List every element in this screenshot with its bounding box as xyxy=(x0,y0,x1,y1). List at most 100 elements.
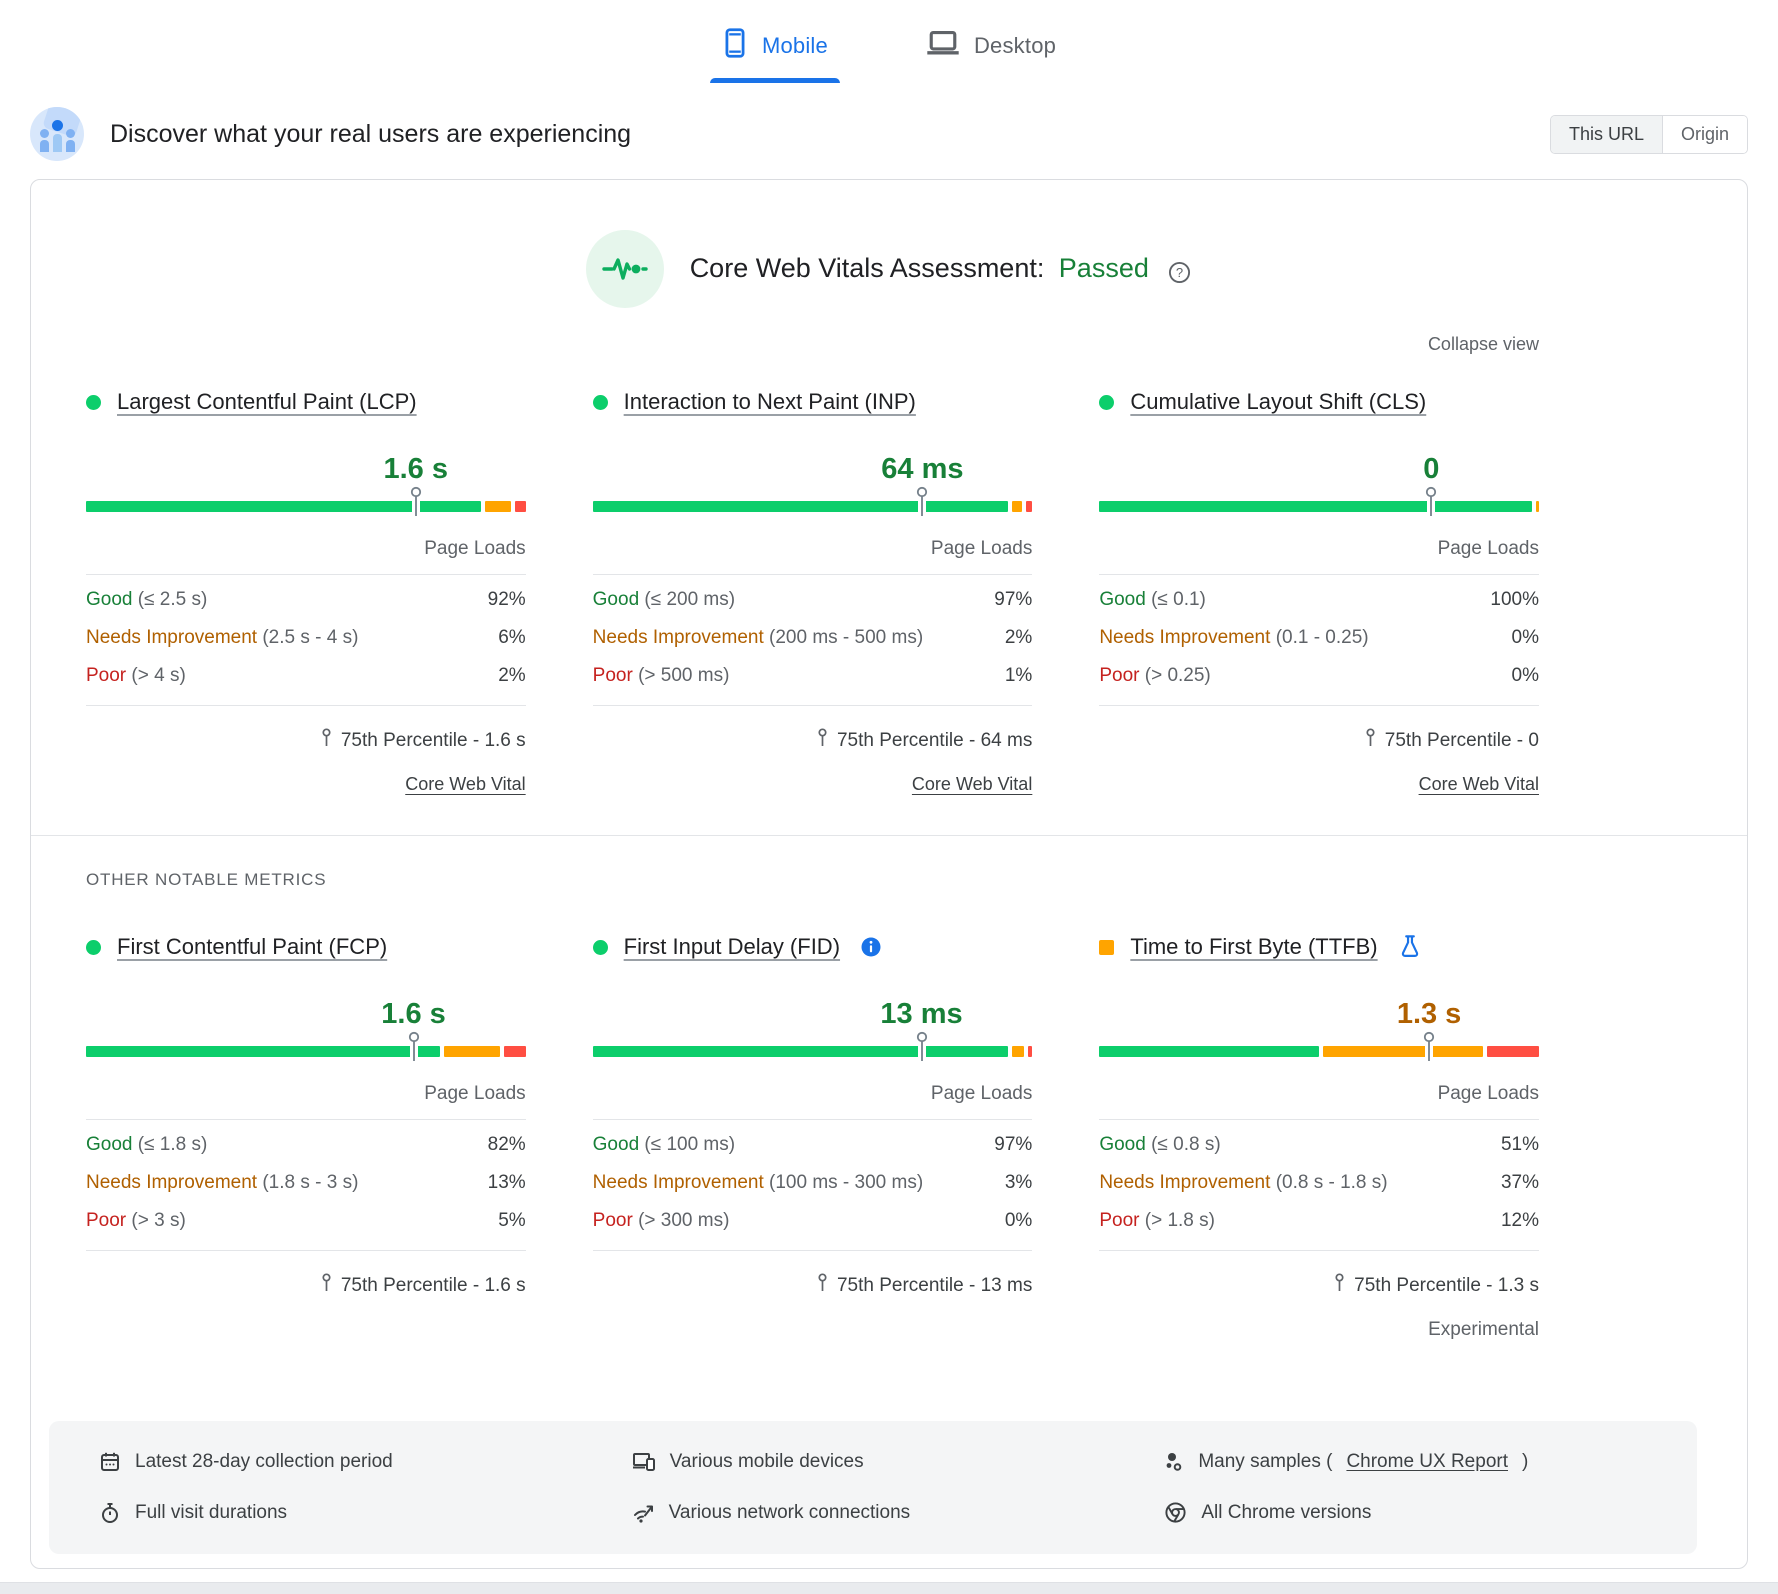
metric-inp-title-link[interactable]: Interaction to Next Paint (INP) xyxy=(623,389,916,414)
metric-ttfb-table: Good (≤ 0.8 s) 51% Needs Improvement (0.8 … xyxy=(1099,1120,1539,1251)
table-row: Poor (> 1.8 s) 12% xyxy=(1099,1202,1539,1240)
row-category-name: Good xyxy=(1099,589,1146,610)
metric-cls-title-link[interactable]: Cumulative Layout Shift (CLS) xyxy=(1130,389,1427,414)
row-category-name: Poor xyxy=(1099,665,1140,686)
row-category-name: Needs Improvement xyxy=(1099,627,1271,648)
real-users-icon xyxy=(30,107,84,161)
pin-icon xyxy=(816,728,829,754)
row-threshold: (200 ms - 500 ms) xyxy=(769,627,924,648)
chrome-ux-report-link[interactable]: Chrome UX Report xyxy=(1346,1451,1508,1472)
core-web-vital-link[interactable]: Core Web Vital xyxy=(405,774,526,794)
info-icon[interactable] xyxy=(860,936,882,958)
core-web-vital-link[interactable]: Core Web Vital xyxy=(1418,774,1539,794)
row-label: Poor (> 0.25) xyxy=(1099,665,1210,687)
table-row: Good (≤ 200 ms) 97% xyxy=(593,581,1033,619)
row-category-name: Good xyxy=(592,1134,640,1155)
pin-icon xyxy=(1333,1273,1346,1299)
row-percentage: 3% xyxy=(1004,1172,1033,1193)
metric-fid-title-link[interactable]: First Input Delay (FID) xyxy=(623,934,841,959)
bar-segment-good xyxy=(1099,501,1533,512)
core-web-vitals-card: Core Web Vitals Assessment: Passed ? Col… xyxy=(30,179,1748,1569)
percentile-text: 75th Percentile - 1.3 s xyxy=(1354,1275,1539,1296)
collection-info-band: Latest 28-day collection period Full visi… xyxy=(49,1421,1697,1554)
row-threshold: (> 3 s) xyxy=(131,1210,186,1231)
metric-fid: First Input Delay (FID) 13 ms Page Loads Go… xyxy=(592,934,1033,1341)
percentile-text: 75th Percentile - 64 ms xyxy=(836,730,1033,751)
row-percentage: 2% xyxy=(1004,627,1033,648)
table-row: Needs Improvement (0.8 s - 1.8 s) 37% xyxy=(1099,1164,1539,1202)
row-category-name: Good xyxy=(1099,1134,1146,1155)
page-loads-label: Page Loads xyxy=(592,1083,1033,1120)
pin-icon xyxy=(816,1273,829,1299)
device-tabs: Mobile Desktop xyxy=(0,0,1778,83)
metric-ttfb-value: 1.3 s xyxy=(1396,998,1462,1030)
experimental-flask-icon[interactable] xyxy=(1398,934,1422,960)
percentile-text: 75th Percentile - 13 ms xyxy=(836,1275,1033,1296)
row-threshold: (0.1 - 0.25) xyxy=(1275,627,1369,648)
row-percentage: 82% xyxy=(487,1134,526,1155)
page-loads-label: Page Loads xyxy=(86,538,526,575)
bar-segment-good xyxy=(592,501,1009,512)
pulse-icon xyxy=(585,230,664,308)
distribution-bar-segments xyxy=(592,1046,1033,1057)
metric-lcp-title-link[interactable]: Largest Contentful Paint (LCP) xyxy=(117,389,417,414)
assessment-title: Core Web Vitals Assessment: xyxy=(689,252,1045,283)
row-category-name: Good xyxy=(86,589,133,610)
page-loads-label: Page Loads xyxy=(86,1083,526,1120)
origin-button[interactable]: Origin xyxy=(1662,115,1747,153)
metric-inp: Interaction to Next Paint (INP) 64 ms Page… xyxy=(592,389,1033,795)
row-label: Needs Improvement (0.1 - 0.25) xyxy=(1099,627,1368,649)
tab-mobile[interactable]: Mobile xyxy=(708,18,842,83)
row-threshold: (2.5 s - 4 s) xyxy=(262,627,359,648)
metric-lcp-header: Largest Contentful Paint (LCP) xyxy=(86,389,526,415)
core-web-vital-link[interactable]: Core Web Vital xyxy=(911,774,1033,794)
metric-fcp-header: First Contentful Paint (FCP) xyxy=(86,934,526,960)
row-category-name: Needs Improvement xyxy=(592,627,764,648)
metric-ttfb-header: Time to First Byte (TTFB) xyxy=(1099,934,1539,960)
row-threshold: (1.8 s - 3 s) xyxy=(262,1172,359,1193)
row-label: Good (≤ 0.1) xyxy=(1099,589,1206,611)
metric-inp-footer: Core Web Vital xyxy=(593,774,1033,795)
metric-inp-percentile: 75th Percentile - 64 ms xyxy=(593,728,1033,754)
row-percentage: 51% xyxy=(1500,1134,1539,1155)
metric-fcp-title-link[interactable]: First Contentful Paint (FCP) xyxy=(117,934,388,959)
metric-inp-header: Interaction to Next Paint (INP) xyxy=(592,389,1033,415)
metric-lcp-value: 1.6 s xyxy=(383,453,448,485)
metric-ttfb: Time to First Byte (TTFB) 1.3 s Page Loads… xyxy=(1099,934,1539,1341)
row-threshold: (> 500 ms) xyxy=(638,665,730,686)
page-loads-label: Page Loads xyxy=(592,538,1033,575)
collapse-view-link[interactable]: Collapse view xyxy=(1427,334,1539,354)
metric-fcp-distribution-bar: 1.6 s xyxy=(86,998,526,1062)
row-threshold: (≤ 0.1) xyxy=(1151,589,1206,610)
tab-mobile-label: Mobile xyxy=(761,32,828,58)
table-row: Poor (> 3 s) 5% xyxy=(86,1202,526,1240)
metric-inp-distribution-bar: 64 ms xyxy=(592,453,1033,517)
metric-ttfb-title-link[interactable]: Time to First Byte (TTFB) xyxy=(1130,934,1378,959)
table-row: Poor (> 4 s) 2% xyxy=(86,657,526,695)
samples-icon xyxy=(1164,1451,1184,1473)
row-label: Good (≤ 1.8 s) xyxy=(86,1134,207,1156)
metric-lcp-table: Good (≤ 2.5 s) 92% Needs Improvement (2.5 … xyxy=(86,575,526,706)
row-label: Good (≤ 0.8 s) xyxy=(1099,1134,1220,1156)
help-icon[interactable]: ? xyxy=(1167,260,1192,285)
metric-ttfb-distribution-bar: 1.3 s xyxy=(1099,998,1539,1062)
distribution-bar-segments xyxy=(1099,501,1539,512)
row-threshold: (≤ 100 ms) xyxy=(644,1134,736,1155)
row-label: Needs Improvement (200 ms - 500 ms) xyxy=(593,627,924,649)
footer-item-chrome: All Chrome versions xyxy=(1164,1501,1697,1524)
bar-segment-good xyxy=(86,1046,440,1057)
this-url-button[interactable]: This URL xyxy=(1550,115,1663,153)
tab-desktop[interactable]: Desktop xyxy=(912,18,1070,83)
footer-item-text: All Chrome versions xyxy=(1201,1501,1372,1523)
row-label: Good (≤ 2.5 s) xyxy=(86,589,207,611)
assessment-header: Core Web Vitals Assessment: Passed ? xyxy=(31,180,1747,308)
row-threshold: (> 0.25) xyxy=(1144,665,1211,686)
row-category-name: Poor xyxy=(86,665,127,686)
row-percentage: 97% xyxy=(994,1134,1033,1155)
row-category-name: Poor xyxy=(1099,1210,1140,1231)
table-row: Needs Improvement (0.1 - 0.25) 0% xyxy=(1099,619,1539,657)
chrome-icon xyxy=(1164,1501,1187,1524)
row-percentage: 1% xyxy=(1004,665,1033,686)
row-label: Poor (> 300 ms) xyxy=(593,1210,730,1232)
metric-fcp: First Contentful Paint (FCP) 1.6 s Page Lo… xyxy=(86,934,526,1341)
